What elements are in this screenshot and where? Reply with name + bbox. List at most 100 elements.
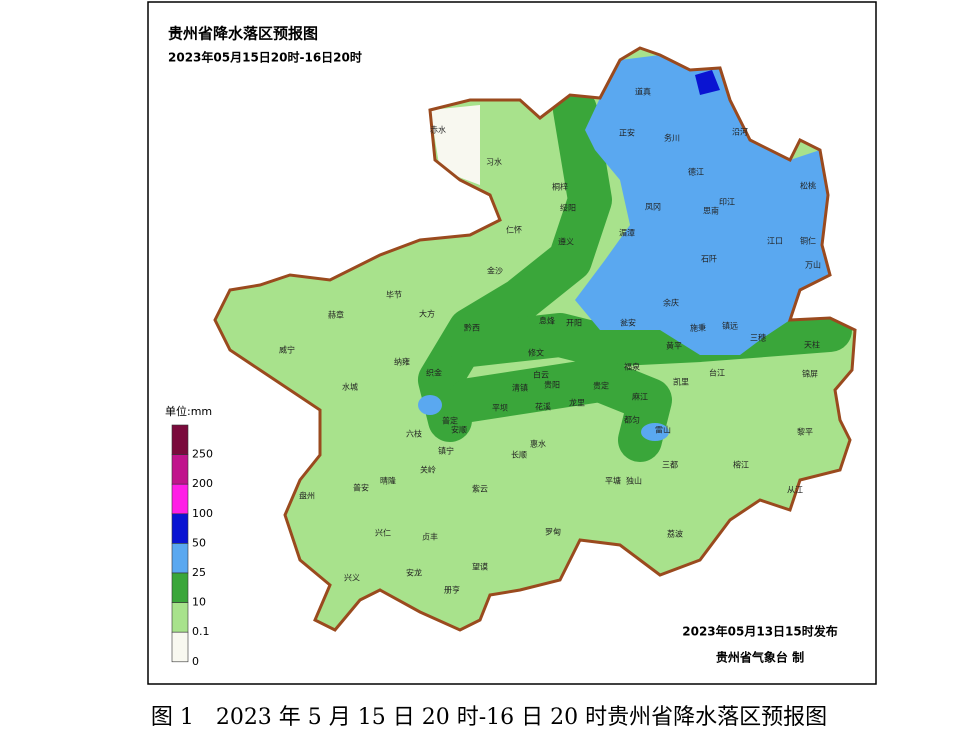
- place-name: 麻江: [632, 392, 648, 402]
- place-name: 贵阳: [544, 380, 560, 390]
- place-name: 贵定: [593, 381, 609, 391]
- place-name: 道真: [635, 87, 651, 97]
- place-name: 修文: [528, 348, 544, 358]
- place-name: 兴仁: [375, 528, 391, 538]
- place-name: 万山: [805, 260, 821, 270]
- place-name: 沿河: [732, 127, 748, 137]
- place-name: 盘州: [299, 491, 315, 501]
- legend-swatch: [171, 543, 189, 574]
- place-name: 余庆: [663, 298, 679, 308]
- place-name: 松桃: [800, 181, 816, 191]
- place-name: 湄潭: [619, 229, 635, 238]
- place-name: 石阡: [701, 255, 717, 264]
- place-name: 务川: [664, 133, 680, 143]
- place-name: 安顺: [451, 425, 467, 435]
- legend-label: 250: [192, 448, 213, 461]
- place-name: 息烽: [539, 316, 555, 326]
- place-name: 凤冈: [645, 203, 661, 212]
- legend-label: 0: [192, 655, 199, 668]
- legend-swatch: [171, 454, 189, 485]
- place-name: 施秉: [690, 323, 706, 333]
- place-name: 思南: [703, 206, 719, 216]
- legend-swatch: [171, 513, 189, 544]
- place-name: 平塘: [605, 476, 621, 486]
- place-name: 赤水: [430, 125, 446, 135]
- place-name: 锦屏: [802, 369, 818, 379]
- place-name: 荔波: [667, 529, 683, 539]
- legend-swatch: [171, 483, 189, 515]
- place-name: 关岭: [420, 465, 436, 475]
- place-name: 望谟: [472, 562, 488, 572]
- legend-swatch: [171, 602, 189, 633]
- place-name: 惠水: [530, 439, 546, 449]
- place-name: 雷山: [655, 425, 671, 435]
- place-name: 瓮安: [620, 318, 636, 328]
- place-name: 黎平: [797, 427, 813, 437]
- legend-swatch: [171, 424, 189, 455]
- place-name: 金沙: [487, 266, 503, 276]
- place-name: 都匀: [624, 415, 640, 425]
- place-name: 罗甸: [545, 527, 561, 537]
- place-name: 晴隆: [380, 476, 396, 486]
- place-name: 清镇: [512, 383, 528, 393]
- place-name: 花溪: [535, 402, 551, 412]
- area-heavy-rain: [641, 423, 669, 441]
- place-name: 镇远: [722, 321, 738, 331]
- place-name: 紫云: [472, 485, 488, 494]
- place-name: 大方: [419, 309, 435, 319]
- place-name: 白云: [533, 370, 549, 380]
- place-name: 习水: [486, 157, 502, 167]
- legend-unit: 单位:mm: [165, 404, 212, 418]
- place-name: 赫章: [328, 310, 344, 320]
- legend-label: 200: [192, 477, 213, 490]
- figure-caption: 图 1 2023 年 5 月 15 日 20 时-16 日 20 时贵州省降水落…: [151, 705, 827, 730]
- area-heavy-rain: [575, 55, 830, 355]
- place-name: 绥阳: [560, 203, 576, 213]
- place-name: 台江: [709, 368, 725, 378]
- place-name: 威宁: [279, 345, 295, 355]
- place-name: 三都: [662, 461, 678, 470]
- legend-swatch: [171, 572, 189, 603]
- place-name: 黔西: [464, 323, 480, 333]
- place-name: 独山: [626, 476, 642, 486]
- place-name: 贞丰: [422, 532, 438, 542]
- legend-swatch: [171, 631, 189, 663]
- place-name: 正安: [619, 128, 635, 138]
- place-name: 仁怀: [506, 225, 522, 235]
- maker: 贵州省气象台 制: [716, 650, 804, 665]
- place-name: 桐梓: [552, 182, 568, 192]
- map-title: 贵州省降水落区预报图: [168, 25, 318, 43]
- place-name: 毕节: [386, 290, 402, 300]
- place-name: 兴义: [344, 574, 360, 583]
- legend-label: 50: [192, 536, 206, 549]
- place-name: 开阳: [566, 319, 582, 328]
- legend-label: 10: [192, 596, 206, 609]
- place-name: 六枝: [406, 429, 422, 439]
- place-name: 铜仁: [800, 236, 816, 246]
- place-name: 册亨: [444, 585, 460, 595]
- issue-time: 2023年05月13日15时发布: [682, 624, 838, 639]
- place-name: 德江: [688, 167, 704, 177]
- place-name: 长顺: [511, 450, 527, 460]
- place-name: 凯里: [673, 377, 689, 387]
- place-name: 从江: [787, 486, 803, 495]
- place-name: 黄平: [666, 341, 682, 351]
- place-name: 龙里: [569, 398, 585, 408]
- legend-label: 25: [192, 566, 206, 579]
- place-name: 榕江: [733, 460, 749, 470]
- legend-label: 100: [192, 507, 213, 520]
- place-name: 印江: [719, 198, 735, 207]
- place-name: 普定: [442, 416, 458, 426]
- place-name: 江口: [767, 237, 783, 246]
- area-heavy-rain: [418, 395, 442, 415]
- place-name: 安龙: [406, 568, 422, 578]
- place-name: 三穗: [750, 333, 766, 343]
- place-name: 平坝: [492, 404, 508, 413]
- place-name: 天柱: [804, 340, 820, 350]
- map-subtitle: 2023年05月15日20时-16日20时: [168, 50, 362, 65]
- legend-label: 0.1: [192, 625, 210, 638]
- place-name: 镇宁: [438, 446, 454, 456]
- place-name: 织金: [426, 368, 442, 378]
